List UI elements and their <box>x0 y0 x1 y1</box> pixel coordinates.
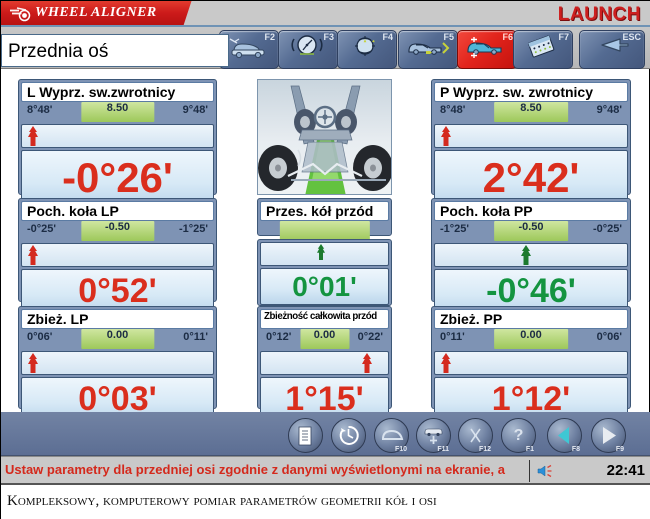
svg-text:?: ? <box>514 427 524 444</box>
